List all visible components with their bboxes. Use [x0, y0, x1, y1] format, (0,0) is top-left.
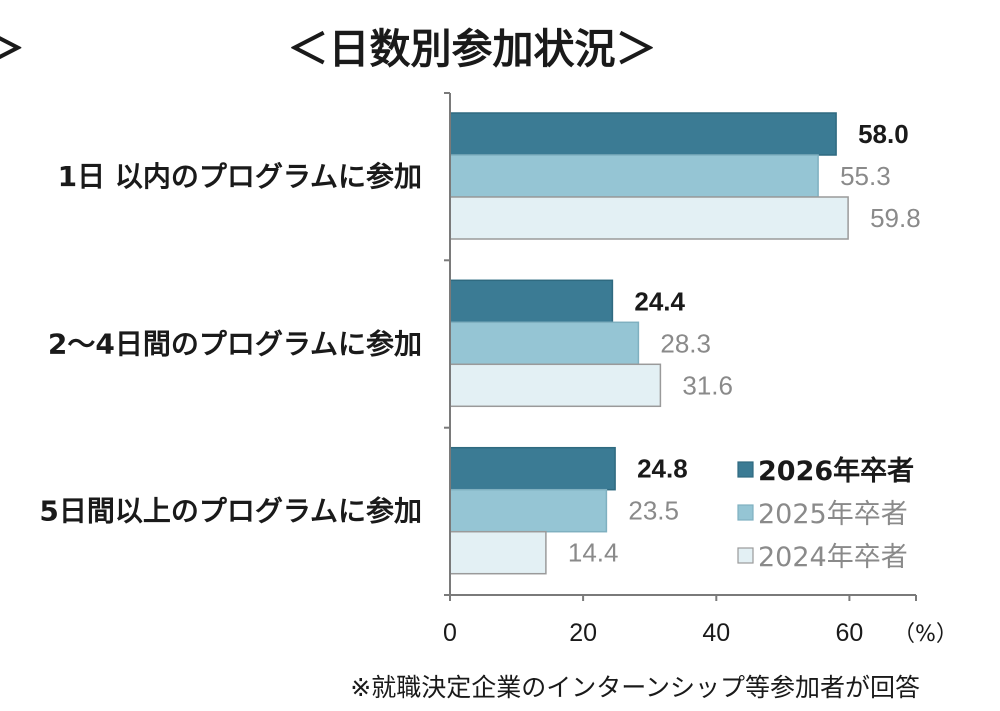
category-label: 5日間以上のプログラムに参加: [39, 495, 422, 528]
data-label: 24.4: [634, 286, 685, 316]
bar: [449, 279, 614, 324]
plot-area: 58.0 55.3 59.8 24.4 28.3 31.6 24.8 23.5 14.4: [449, 112, 921, 575]
data-label: 14.4: [568, 538, 619, 568]
x-axis-ticks: 0 20 40 60: [443, 595, 917, 647]
data-label: 55.3: [840, 161, 891, 191]
data-label: 28.3: [660, 328, 711, 358]
data-label: 24.8: [637, 454, 688, 484]
legend-swatch: [737, 547, 754, 564]
x-tick-label: 40: [702, 619, 730, 647]
bar: [449, 321, 640, 366]
x-tick-label: 0: [443, 619, 457, 647]
category-labels: 1日 以内のプログラムに参加 2～4日間のプログラムに参加 5日間以上のプログラムに…: [39, 160, 422, 528]
chart-title: ＜日数別参加状況＞: [288, 25, 657, 73]
data-label: 59.8: [870, 203, 921, 233]
x-tick-label: 20: [569, 619, 597, 647]
bar: [449, 446, 616, 491]
legend-swatch: [737, 461, 754, 478]
x-axis-unit-label: （%）: [893, 622, 958, 647]
legend-label: 2025年卒者: [758, 499, 908, 530]
x-tick-label: 60: [835, 619, 863, 647]
legend-swatch: [737, 504, 754, 521]
legend: 2026年卒者 2025年卒者 2024年卒者: [737, 455, 914, 573]
bar: [449, 112, 837, 156]
footnote: ※就職決定企業のインターンシップ等参加者が回答: [350, 673, 920, 702]
bar: [449, 154, 819, 198]
legend-label: 2026年卒者: [758, 455, 914, 487]
data-label: 23.5: [628, 496, 679, 526]
bar: [449, 488, 608, 533]
bar: [449, 196, 849, 240]
category-label: 1日 以内のプログラムに参加: [58, 160, 422, 193]
data-label: 31.6: [682, 370, 733, 400]
previous-title-fragment: ＞: [0, 25, 25, 73]
bar: [449, 530, 547, 575]
data-label: 58.0: [858, 119, 909, 149]
legend-label: 2024年卒者: [758, 542, 908, 573]
bar: [449, 363, 662, 408]
category-label: 2～4日間のプログラムに参加: [48, 327, 422, 360]
